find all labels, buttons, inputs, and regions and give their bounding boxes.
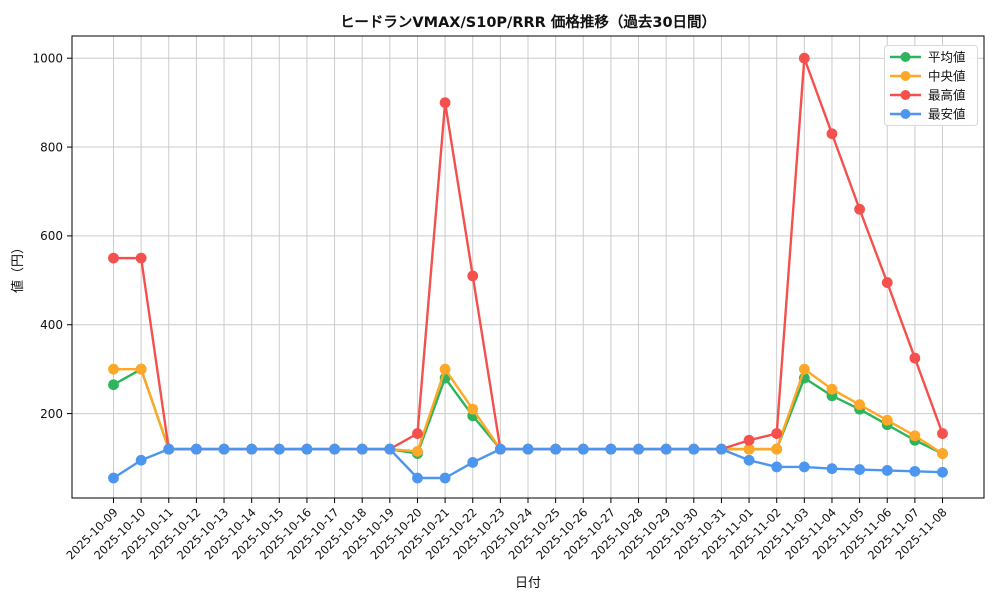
series-max-point <box>743 434 755 446</box>
series-min-point <box>605 443 617 455</box>
legend-max-marker <box>900 90 911 100</box>
series-min-point <box>826 463 838 475</box>
series-median-point <box>881 414 893 426</box>
series-median-point <box>743 443 755 455</box>
series-min-point <box>163 443 175 455</box>
series-min-point <box>329 443 340 455</box>
legend-min-marker <box>900 109 911 119</box>
series-max-point <box>467 270 479 282</box>
series-min-point <box>135 454 147 466</box>
legend-box <box>884 45 978 126</box>
series-average-point <box>108 379 119 391</box>
y-axis-label: 値（円） <box>10 241 26 293</box>
series-median-point <box>135 363 147 375</box>
series-min-point <box>854 464 865 475</box>
legend-min-label: 最安値 <box>928 106 966 121</box>
series-min-point <box>384 443 396 455</box>
y-tick-label: 400 <box>40 318 63 332</box>
y-tick-label: 200 <box>40 407 63 421</box>
series-min-point <box>550 443 562 455</box>
legend-median-marker <box>900 71 911 81</box>
series-max-point <box>108 252 119 264</box>
series-max-point <box>439 97 451 109</box>
series-max-point <box>909 352 921 364</box>
legend-average-label: 平均値 <box>928 49 966 64</box>
series-min-point <box>633 443 644 455</box>
series-median-point <box>909 430 921 442</box>
series-min-point <box>246 443 258 455</box>
series-max-point <box>826 128 838 140</box>
series-max-point <box>937 428 948 439</box>
series-min-point <box>467 457 479 468</box>
x-axis-label: 日付 <box>515 576 541 591</box>
series-min-point <box>909 465 921 477</box>
series-min-point <box>743 454 755 466</box>
grid-layer <box>72 36 984 498</box>
y-tick-label: 800 <box>40 140 63 154</box>
series-min-point <box>577 443 589 455</box>
series-min-point <box>108 472 119 484</box>
series-median-point <box>826 383 838 395</box>
series-min-point <box>412 472 423 484</box>
legend-max-label: 最高値 <box>928 87 966 102</box>
series-min-point <box>798 461 810 473</box>
chart-title: ヒードランVMAX/S10P/RRR 価格推移（過去30日間） <box>340 13 716 31</box>
series-max-point <box>798 52 810 64</box>
y-tick-label: 1000 <box>32 51 63 65</box>
series-median-point <box>467 403 479 415</box>
series-min-point <box>771 461 783 473</box>
legend-average-marker <box>900 52 911 62</box>
series-median-point <box>771 443 783 455</box>
series-max-point <box>771 428 783 439</box>
series-max-point <box>135 252 147 264</box>
series-min-point <box>494 443 506 455</box>
series-min-point <box>522 443 534 455</box>
series-min-point <box>937 466 948 478</box>
series-median-point <box>798 363 810 375</box>
series-max-point <box>412 428 423 439</box>
series-median-point <box>854 399 865 411</box>
series-median-point <box>412 445 423 457</box>
series-min-point <box>356 443 368 455</box>
series-min-point <box>716 443 727 455</box>
series-median-point <box>937 448 948 459</box>
series-layer <box>108 52 948 484</box>
series-min-point <box>688 443 700 455</box>
series-max-point <box>854 203 865 215</box>
series-min-point <box>301 443 313 455</box>
series-min-point <box>660 443 672 455</box>
series-min-point <box>439 472 451 484</box>
series-median-point <box>108 363 119 375</box>
series-max-point <box>881 277 893 288</box>
series-min-point <box>881 465 893 476</box>
series-min-point <box>218 443 230 455</box>
y-tick-label: 600 <box>40 229 63 243</box>
series-min-point <box>273 443 285 455</box>
series-median-point <box>439 363 451 375</box>
series-min-point <box>191 443 202 455</box>
ticks-layer: 20040060080010002025-10-092025-10-102025… <box>32 51 949 562</box>
legend-median-label: 中央値 <box>928 68 966 83</box>
